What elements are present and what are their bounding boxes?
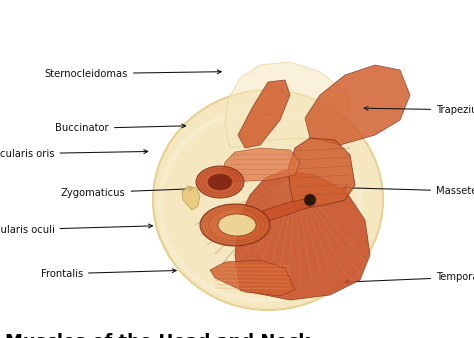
- Text: Buccinator: Buccinator: [55, 123, 186, 134]
- Ellipse shape: [208, 174, 232, 190]
- Ellipse shape: [200, 204, 270, 246]
- Polygon shape: [288, 138, 355, 210]
- Polygon shape: [238, 80, 290, 148]
- Polygon shape: [222, 148, 300, 182]
- Text: Sternocleidomas: Sternocleidomas: [45, 69, 221, 79]
- Text: Frontalis: Frontalis: [41, 269, 176, 279]
- Text: Masseter: Masseter: [343, 186, 474, 196]
- Text: Muscles of the Head and Neck: Muscles of the Head and Neck: [5, 333, 310, 338]
- Text: Orbicularis oculi: Orbicularis oculi: [0, 224, 153, 235]
- Polygon shape: [235, 198, 312, 230]
- Text: Orbicularis oris: Orbicularis oris: [0, 149, 148, 159]
- Ellipse shape: [153, 90, 383, 310]
- Ellipse shape: [218, 214, 256, 236]
- Ellipse shape: [304, 194, 316, 206]
- Polygon shape: [235, 170, 370, 300]
- Polygon shape: [210, 260, 295, 296]
- Text: Temporalis: Temporalis: [345, 272, 474, 284]
- Polygon shape: [182, 186, 200, 210]
- Text: Zygomaticus: Zygomaticus: [61, 187, 193, 198]
- Polygon shape: [225, 62, 350, 148]
- Text: Trapezius: Trapezius: [364, 105, 474, 115]
- Polygon shape: [305, 65, 410, 145]
- Ellipse shape: [196, 166, 244, 198]
